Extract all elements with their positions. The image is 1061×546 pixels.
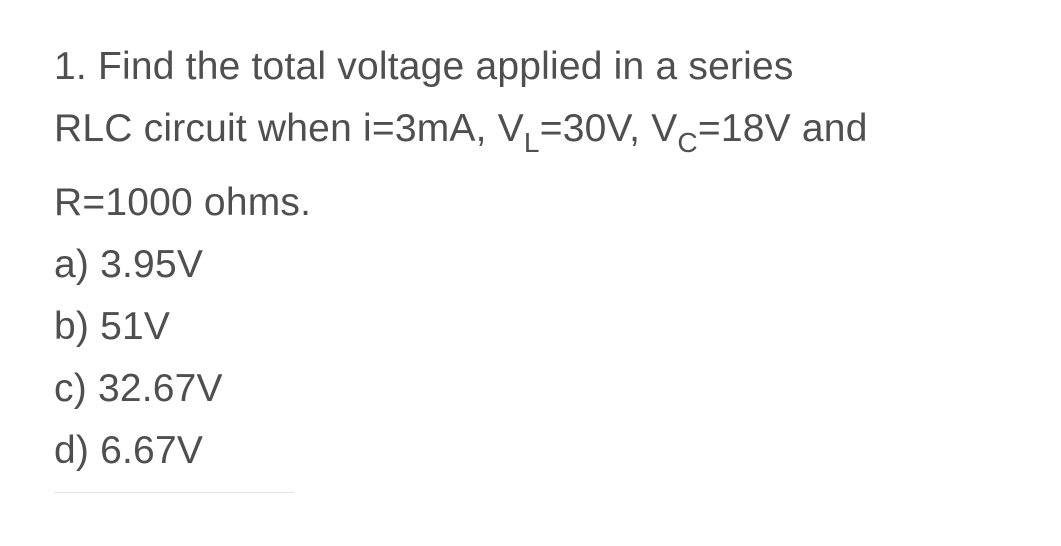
question-line-1: 1. Find the total voltage applied in a s… [54,36,1009,98]
question-page: 1. Find the total voltage applied in a s… [0,0,1061,546]
option-label: a) [54,243,89,286]
option-d: d) 6.67V [54,420,1009,482]
q-line2-mid: =30V, V [540,107,678,150]
q-line2-suffix: =18V and [698,107,868,150]
option-value: 3.95V [100,243,203,286]
question-stem: 1. Find the total voltage applied in a s… [54,36,1009,234]
option-value: 51V [100,305,170,348]
option-a: a) 3.95V [54,234,1009,296]
subscript-l: L [524,127,540,158]
options-list: a) 3.95V b) 51V c) 32.67V d) 6.67V [54,234,1009,482]
subscript-c: C [677,127,697,158]
q-line2-prefix: RLC circuit when i=3mA, V [54,107,524,150]
question-line-2: RLC circuit when i=3mA, VL=30V, VC=18V a… [54,98,1009,172]
separator-line [54,492,294,493]
option-label: c) [54,367,87,410]
option-value: 6.67V [100,429,203,472]
option-value: 32.67V [98,367,223,410]
option-c: c) 32.67V [54,358,1009,420]
option-b: b) 51V [54,296,1009,358]
option-label: b) [54,305,89,348]
option-label: d) [54,429,89,472]
question-line-3: R=1000 ohms. [54,172,1009,234]
